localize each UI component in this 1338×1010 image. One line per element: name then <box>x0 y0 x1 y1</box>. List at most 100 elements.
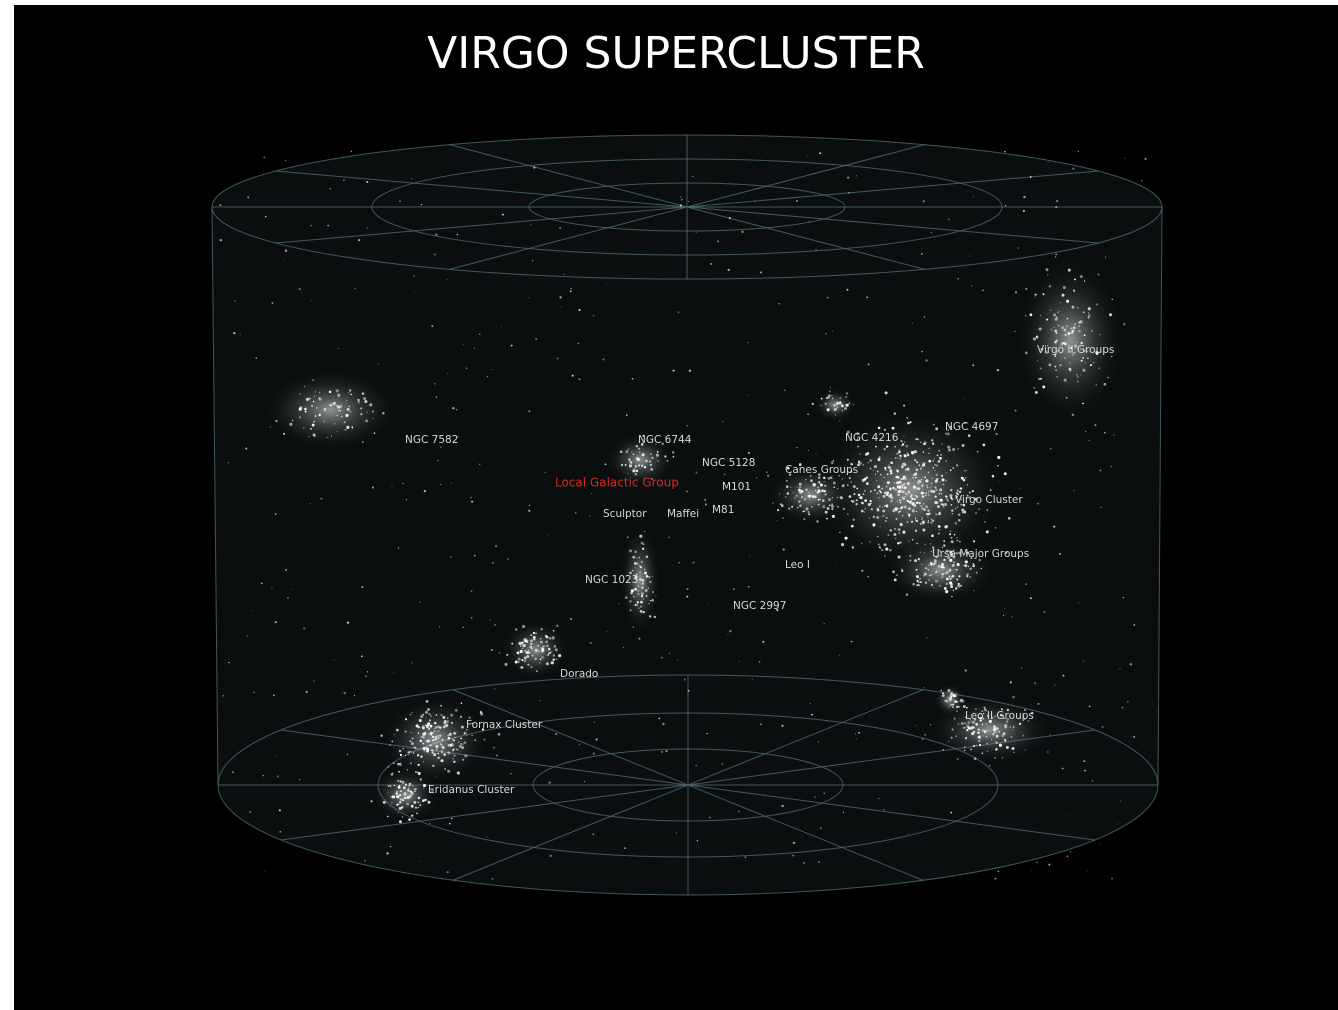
label: Dorado <box>560 668 598 680</box>
galaxy <box>945 495 948 498</box>
galaxy <box>370 800 373 803</box>
galaxy <box>933 559 937 563</box>
galaxy <box>1011 616 1013 618</box>
galaxy <box>922 200 925 203</box>
galaxy <box>839 531 841 533</box>
galaxy <box>1094 424 1097 427</box>
galaxy <box>1055 256 1057 258</box>
galaxy <box>1054 341 1057 344</box>
galaxy <box>675 832 678 834</box>
galaxy <box>966 494 969 497</box>
galaxy <box>935 570 938 573</box>
galaxy <box>759 271 763 274</box>
galaxy <box>817 503 820 506</box>
galaxy <box>645 555 649 559</box>
galaxy <box>960 503 963 506</box>
galaxy <box>622 646 624 648</box>
galaxy <box>866 482 869 485</box>
galaxy <box>303 627 306 630</box>
galaxy <box>964 736 968 740</box>
galaxy <box>896 507 899 510</box>
galaxy <box>835 409 837 411</box>
galaxy <box>932 490 936 493</box>
galaxy <box>878 797 880 799</box>
galaxy <box>424 724 427 727</box>
galaxy <box>786 492 789 495</box>
galaxy <box>914 724 916 726</box>
galaxy <box>1055 316 1058 319</box>
galaxy <box>823 792 825 794</box>
galaxy <box>922 503 925 505</box>
galaxy <box>298 407 302 411</box>
galaxy <box>970 557 973 560</box>
galaxy <box>889 488 892 491</box>
galaxy <box>1070 346 1073 350</box>
galaxy <box>942 749 945 751</box>
galaxy <box>407 751 409 753</box>
galaxy <box>640 560 643 563</box>
galaxy <box>841 409 844 412</box>
galaxy <box>967 565 970 568</box>
galaxy <box>969 255 971 257</box>
galaxy <box>857 493 861 497</box>
galaxy <box>486 376 488 378</box>
galaxy <box>1056 350 1058 352</box>
galaxy <box>867 462 869 464</box>
galaxy <box>869 467 872 470</box>
galaxy <box>733 588 735 590</box>
galaxy <box>260 582 263 585</box>
galaxy <box>948 568 952 572</box>
galaxy <box>887 466 890 468</box>
galaxy <box>820 397 823 400</box>
galaxy <box>284 160 287 162</box>
galaxy <box>928 574 931 577</box>
galaxy <box>885 516 888 520</box>
galaxy <box>944 699 947 703</box>
galaxy <box>442 715 446 719</box>
galaxy <box>1133 624 1136 626</box>
galaxy <box>864 511 866 513</box>
galaxy <box>337 393 341 397</box>
galaxy <box>550 661 554 665</box>
galaxy <box>902 404 906 407</box>
galaxy <box>483 738 486 741</box>
galaxy <box>1124 157 1126 159</box>
galaxy <box>1014 409 1017 412</box>
galaxy <box>642 543 645 546</box>
galaxy <box>649 580 652 584</box>
galaxy <box>569 290 572 293</box>
glow <box>605 432 675 488</box>
galaxy <box>1004 205 1007 207</box>
galaxy <box>420 755 423 759</box>
galaxy <box>437 756 440 760</box>
galaxy <box>1039 367 1042 370</box>
galaxy <box>303 385 306 388</box>
galaxy <box>945 700 948 703</box>
galaxy <box>1025 287 1028 291</box>
galaxy <box>595 738 598 741</box>
galaxy <box>1083 334 1086 337</box>
galaxy <box>411 792 414 795</box>
galaxy <box>1029 313 1033 317</box>
galaxy <box>473 554 476 557</box>
galaxy <box>1062 674 1065 677</box>
galaxy <box>896 485 900 489</box>
galaxies <box>219 150 1153 880</box>
galaxy <box>920 465 923 468</box>
galaxy <box>625 414 628 417</box>
galaxy <box>975 744 978 747</box>
galaxy <box>366 411 368 413</box>
galaxy <box>411 711 413 714</box>
galaxy <box>1063 328 1067 332</box>
galaxy <box>431 739 434 742</box>
galaxy <box>982 735 984 737</box>
galaxy <box>344 428 347 431</box>
galaxy <box>219 204 222 207</box>
galaxy <box>364 860 366 862</box>
galaxy <box>811 713 813 716</box>
galaxy <box>914 459 917 462</box>
galaxy <box>1082 660 1085 662</box>
galaxy <box>930 490 934 493</box>
galaxy <box>1071 332 1073 334</box>
